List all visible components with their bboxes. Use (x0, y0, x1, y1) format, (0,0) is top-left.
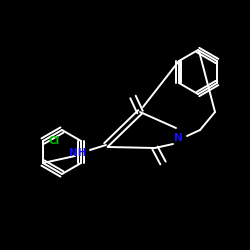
Text: N: N (174, 133, 182, 143)
Text: NH: NH (69, 148, 87, 158)
Text: Cl: Cl (48, 136, 60, 146)
